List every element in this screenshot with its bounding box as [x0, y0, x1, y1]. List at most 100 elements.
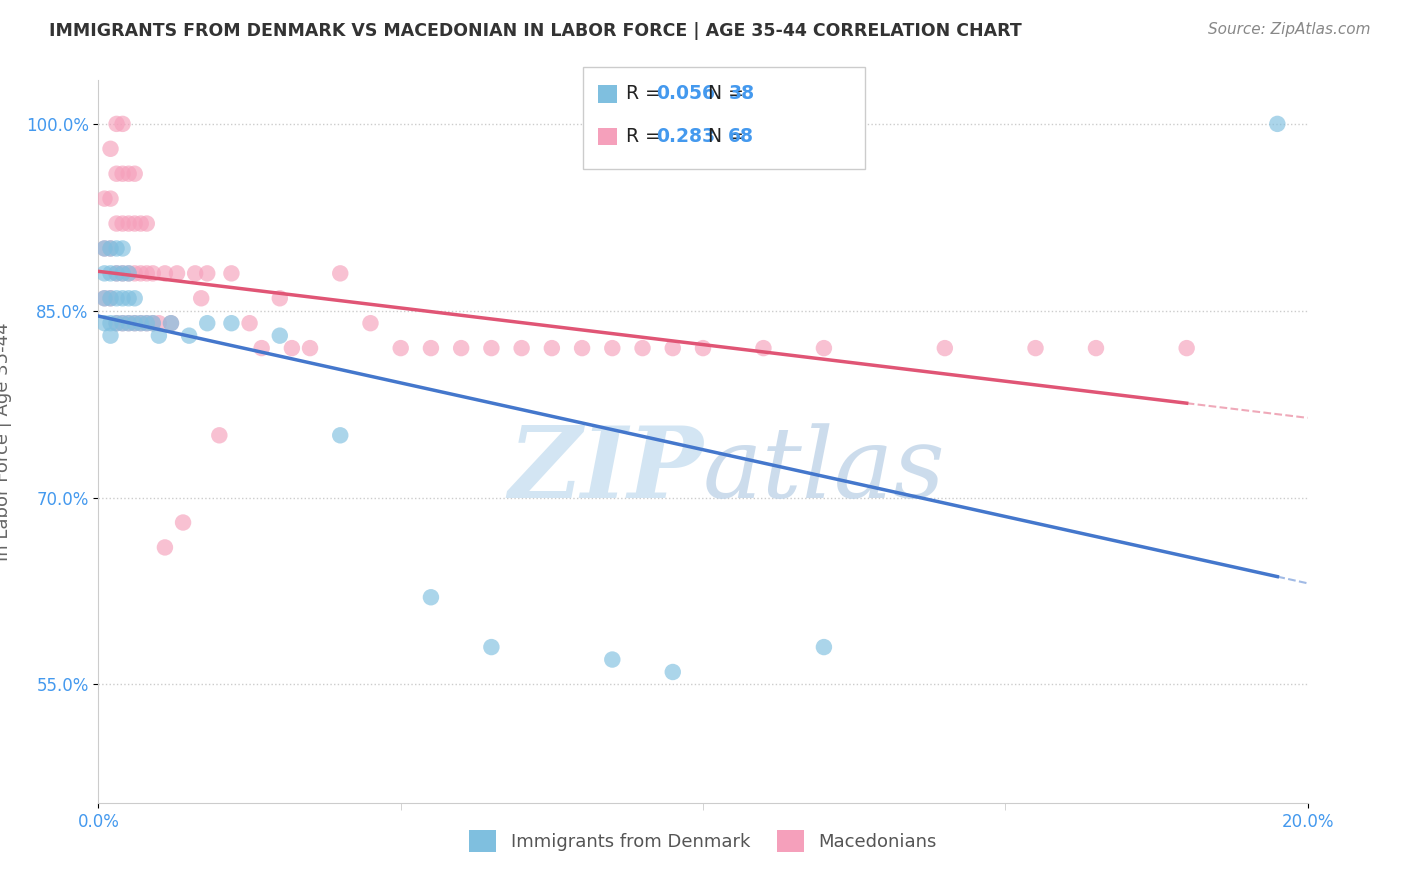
Point	[105, 242, 128, 256]
Point	[269, 291, 291, 305]
Point	[221, 266, 243, 280]
Point	[124, 316, 146, 330]
Point	[129, 316, 152, 330]
Point	[124, 316, 146, 330]
Point	[934, 341, 956, 355]
Point	[208, 428, 231, 442]
Point	[1267, 117, 1289, 131]
Point	[190, 291, 212, 305]
Point	[124, 217, 146, 231]
Point	[813, 341, 835, 355]
Point	[329, 266, 352, 280]
Point	[160, 316, 183, 330]
Point	[269, 328, 291, 343]
Point	[93, 291, 115, 305]
Point	[93, 266, 115, 280]
Point	[100, 242, 122, 256]
Point	[124, 291, 146, 305]
Point	[153, 266, 176, 280]
Point	[195, 316, 218, 330]
Point	[135, 266, 157, 280]
Point	[135, 316, 157, 330]
Point	[105, 167, 128, 181]
Y-axis label: In Labor Force | Age 35-44: In Labor Force | Age 35-44	[0, 322, 11, 561]
Point	[481, 640, 503, 654]
Point	[118, 266, 141, 280]
Text: atlas: atlas	[703, 423, 946, 518]
Point	[111, 167, 134, 181]
Point	[540, 341, 562, 355]
Point	[93, 242, 115, 256]
Point	[124, 167, 146, 181]
Text: N =: N =	[696, 84, 749, 103]
Point	[129, 266, 152, 280]
Point	[93, 242, 115, 256]
Point	[661, 665, 683, 679]
Point	[111, 316, 134, 330]
Point	[93, 192, 115, 206]
Text: IMMIGRANTS FROM DENMARK VS MACEDONIAN IN LABOR FORCE | AGE 35-44 CORRELATION CHA: IMMIGRANTS FROM DENMARK VS MACEDONIAN IN…	[49, 22, 1022, 40]
Point	[221, 316, 243, 330]
Point	[571, 341, 593, 355]
Point	[481, 341, 503, 355]
Point	[389, 341, 412, 355]
Point	[1085, 341, 1108, 355]
Point	[184, 266, 207, 280]
Point	[111, 266, 134, 280]
Point	[281, 341, 304, 355]
Point	[661, 341, 683, 355]
Point	[105, 291, 128, 305]
Point	[166, 266, 188, 280]
Point	[111, 242, 134, 256]
Point	[105, 316, 128, 330]
Point	[105, 217, 128, 231]
Point	[105, 266, 128, 280]
Point	[329, 428, 352, 442]
Text: 68: 68	[728, 127, 754, 146]
Point	[450, 341, 472, 355]
Point	[172, 516, 194, 530]
Point	[135, 217, 157, 231]
Point	[118, 266, 141, 280]
Point	[111, 217, 134, 231]
Point	[179, 328, 201, 343]
Point	[100, 192, 122, 206]
Point	[124, 266, 146, 280]
Text: R =: R =	[626, 84, 666, 103]
Text: Source: ZipAtlas.com: Source: ZipAtlas.com	[1208, 22, 1371, 37]
Point	[118, 316, 141, 330]
Text: N =: N =	[696, 127, 749, 146]
Point	[148, 316, 170, 330]
Point	[93, 316, 115, 330]
Point	[118, 316, 141, 330]
Point	[111, 316, 134, 330]
Point	[250, 341, 273, 355]
Point	[118, 291, 141, 305]
Point	[100, 316, 122, 330]
Point	[160, 316, 183, 330]
Point	[299, 341, 322, 355]
Point	[100, 242, 122, 256]
Point	[813, 640, 835, 654]
Text: 0.283: 0.283	[657, 127, 716, 146]
Point	[100, 291, 122, 305]
Point	[148, 328, 170, 343]
Point	[142, 316, 165, 330]
Text: 0.056: 0.056	[657, 84, 716, 103]
Point	[93, 291, 115, 305]
Point	[100, 291, 122, 305]
Point	[1024, 341, 1046, 355]
Point	[100, 142, 122, 156]
Point	[752, 341, 775, 355]
Point	[105, 316, 128, 330]
Point	[510, 341, 533, 355]
Point	[111, 117, 134, 131]
Text: ZIP: ZIP	[508, 422, 703, 518]
Point	[602, 652, 624, 666]
Point	[420, 591, 443, 605]
Point	[195, 266, 218, 280]
Legend: Immigrants from Denmark, Macedonians: Immigrants from Denmark, Macedonians	[461, 822, 945, 859]
Point	[111, 266, 134, 280]
Text: R =: R =	[626, 127, 666, 146]
Point	[100, 328, 122, 343]
